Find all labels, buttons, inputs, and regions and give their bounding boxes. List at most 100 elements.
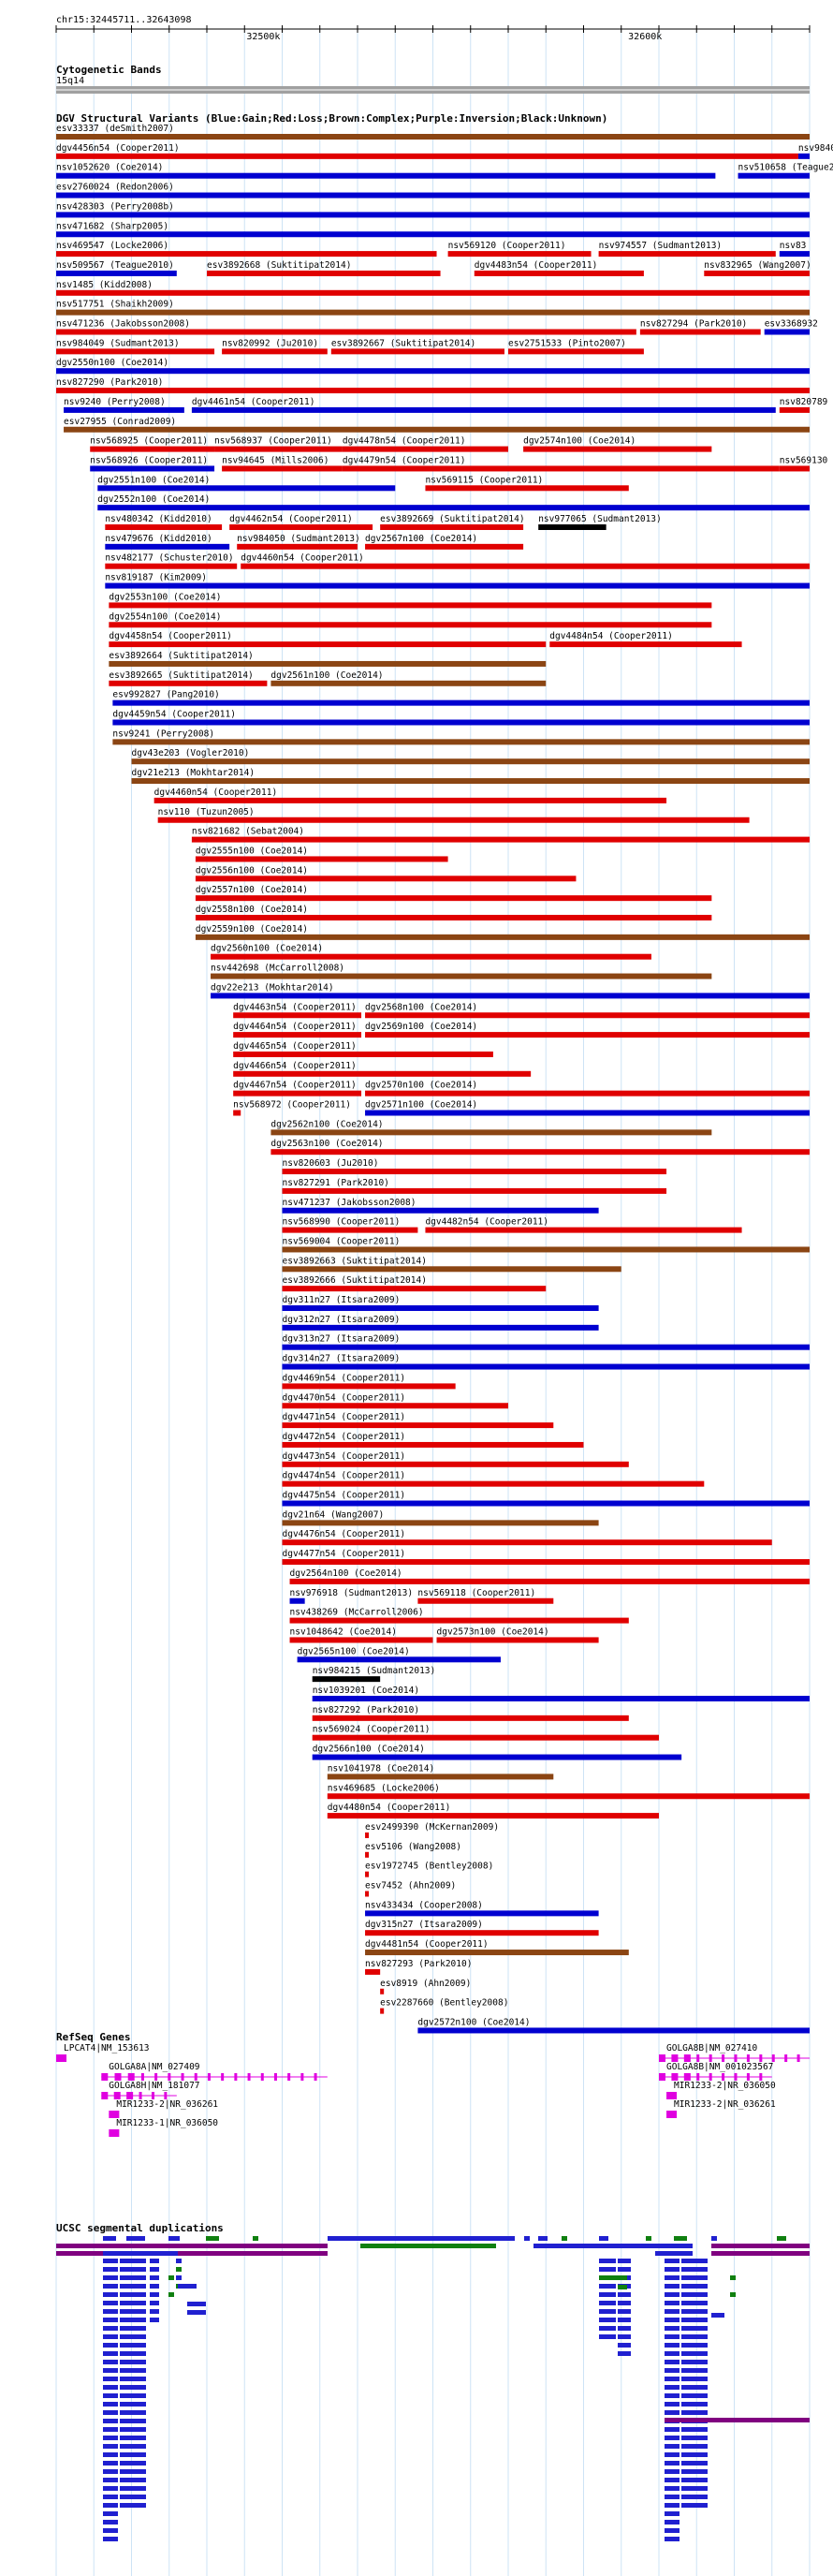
segdup-feature-blue[interactable]: [681, 2478, 708, 2482]
dgv-variant-loss[interactable]: [282, 1187, 667, 1194]
segdup-feature-blue[interactable]: [665, 2393, 680, 2398]
dgv-variant-loss[interactable]: [214, 446, 343, 452]
segdup-feature-blue[interactable]: [103, 2275, 118, 2280]
segdup-feature-blue[interactable]: [665, 2326, 680, 2331]
segdup-feature-blue[interactable]: [665, 2377, 680, 2381]
segdup-feature-blue[interactable]: [168, 2236, 180, 2241]
dgv-variant-loss[interactable]: [56, 388, 810, 394]
dgv-variant-loss[interactable]: [56, 153, 798, 159]
segdup-feature-green[interactable]: [730, 2275, 736, 2280]
segdup-feature-blue[interactable]: [120, 2393, 146, 2398]
segdup-feature-blue[interactable]: [103, 2486, 118, 2491]
segdup-feature-blue[interactable]: [665, 2351, 680, 2356]
dgv-variant-unknown[interactable]: [538, 524, 606, 530]
dgv-variant-gain[interactable]: [64, 406, 184, 413]
dgv-variant-complex[interactable]: [109, 660, 547, 667]
dgv-variant-loss[interactable]: [312, 1734, 659, 1741]
segdup-feature-blue[interactable]: [599, 2267, 616, 2272]
segdup-feature-blue[interactable]: [618, 2343, 631, 2348]
segdup-feature-blue[interactable]: [176, 2259, 182, 2263]
dgv-variant-loss[interactable]: [779, 406, 810, 413]
gene-exon[interactable]: [771, 2054, 775, 2062]
gene-exon[interactable]: [154, 2073, 158, 2081]
segdup-feature-blue[interactable]: [599, 2301, 616, 2305]
segdup-feature-blue[interactable]: [665, 2478, 680, 2482]
segdup-feature-blue[interactable]: [681, 2444, 708, 2449]
dgv-variant-gain[interactable]: [297, 1656, 501, 1663]
segdup-feature-blue[interactable]: [665, 2334, 680, 2339]
segdup-feature-blue[interactable]: [681, 2284, 708, 2289]
segdup-feature-green[interactable]: [360, 2244, 496, 2248]
dgv-variant-loss[interactable]: [191, 836, 810, 843]
segdup-feature-blue[interactable]: [618, 2326, 631, 2331]
dgv-variant-loss[interactable]: [233, 1051, 493, 1057]
segdup-feature-blue[interactable]: [103, 2236, 116, 2241]
segdup-feature-blue[interactable]: [103, 2385, 118, 2390]
dgv-variant-loss[interactable]: [109, 602, 712, 609]
segdup-feature-purple[interactable]: [56, 2244, 328, 2248]
segdup-feature-blue[interactable]: [618, 2292, 631, 2297]
dgv-variant-gain[interactable]: [365, 1910, 599, 1917]
segdup-feature-blue[interactable]: [150, 2267, 159, 2272]
segdup-feature-blue[interactable]: [150, 2309, 159, 2314]
dgv-variant-gain[interactable]: [282, 1500, 811, 1507]
dgv-variant-gain[interactable]: [417, 2027, 810, 2034]
segdup-feature-blue[interactable]: [665, 2309, 680, 2314]
segdup-feature-blue[interactable]: [599, 2259, 616, 2263]
dgv-variant-loss[interactable]: [365, 1832, 370, 1838]
segdup-feature-blue[interactable]: [120, 2360, 146, 2364]
gene-exon[interactable]: [287, 2073, 291, 2081]
segdup-feature-blue[interactable]: [103, 2309, 118, 2314]
segdup-feature-blue[interactable]: [665, 2292, 680, 2297]
segdup-feature-blue[interactable]: [120, 2318, 146, 2322]
dgv-variant-loss[interactable]: [365, 1032, 810, 1038]
dgv-variant-gain[interactable]: [211, 993, 810, 999]
segdup-feature-blue[interactable]: [150, 2259, 159, 2263]
dgv-variant-loss[interactable]: [380, 2008, 385, 2014]
segdup-feature-blue[interactable]: [103, 2436, 118, 2440]
segdup-feature-blue[interactable]: [103, 2537, 118, 2541]
dgv-variant-loss[interactable]: [365, 543, 524, 550]
dgv-variant-loss[interactable]: [56, 329, 636, 335]
segdup-feature-blue[interactable]: [103, 2469, 118, 2474]
dgv-variant-loss[interactable]: [474, 270, 644, 276]
gene-exon[interactable]: [151, 2092, 154, 2099]
dgv-variant-loss[interactable]: [779, 465, 810, 472]
segdup-feature-blue[interactable]: [665, 2503, 680, 2508]
segdup-feature-blue[interactable]: [681, 2267, 708, 2272]
segdup-feature-blue[interactable]: [103, 2503, 118, 2508]
segdup-feature-blue[interactable]: [618, 2267, 631, 2272]
segdup-feature-blue[interactable]: [103, 2461, 118, 2466]
dgv-variant-loss[interactable]: [508, 348, 644, 355]
dgv-variant-loss[interactable]: [56, 251, 437, 258]
segdup-feature-blue[interactable]: [665, 2469, 680, 2474]
segdup-feature-blue[interactable]: [103, 2528, 118, 2533]
segdup-feature-green[interactable]: [646, 2236, 651, 2241]
segdup-feature-blue[interactable]: [103, 2267, 118, 2272]
segdup-feature-green[interactable]: [253, 2236, 258, 2241]
segdup-feature-blue[interactable]: [681, 2402, 708, 2407]
segdup-feature-blue[interactable]: [599, 2292, 616, 2297]
segdup-feature-blue[interactable]: [103, 2402, 118, 2407]
dgv-variant-gain[interactable]: [112, 719, 810, 726]
dgv-variant-gain[interactable]: [105, 543, 230, 550]
segdup-feature-blue[interactable]: [120, 2461, 146, 2466]
segdup-feature-green[interactable]: [777, 2236, 786, 2241]
segdup-feature-blue[interactable]: [681, 2486, 708, 2491]
segdup-feature-blue[interactable]: [681, 2452, 708, 2457]
segdup-feature-blue[interactable]: [103, 2410, 118, 2415]
segdup-feature-blue[interactable]: [665, 2402, 680, 2407]
dgv-variant-complex[interactable]: [282, 1246, 811, 1253]
segdup-feature-purple[interactable]: [711, 2251, 810, 2256]
segdup-feature-blue[interactable]: [120, 2419, 146, 2423]
gene-exon[interactable]: [101, 2092, 109, 2099]
dgv-variant-loss[interactable]: [523, 446, 712, 452]
segdup-feature-blue[interactable]: [103, 2284, 118, 2289]
gene-exon[interactable]: [207, 2073, 211, 2081]
gene-exon[interactable]: [139, 2092, 142, 2099]
dgv-variant-loss[interactable]: [365, 1871, 370, 1877]
dgv-variant-gain[interactable]: [312, 1754, 682, 1760]
segdup-feature-blue[interactable]: [120, 2275, 146, 2280]
dgv-variant-loss[interactable]: [330, 348, 504, 355]
dgv-variant-gain[interactable]: [365, 1110, 810, 1116]
